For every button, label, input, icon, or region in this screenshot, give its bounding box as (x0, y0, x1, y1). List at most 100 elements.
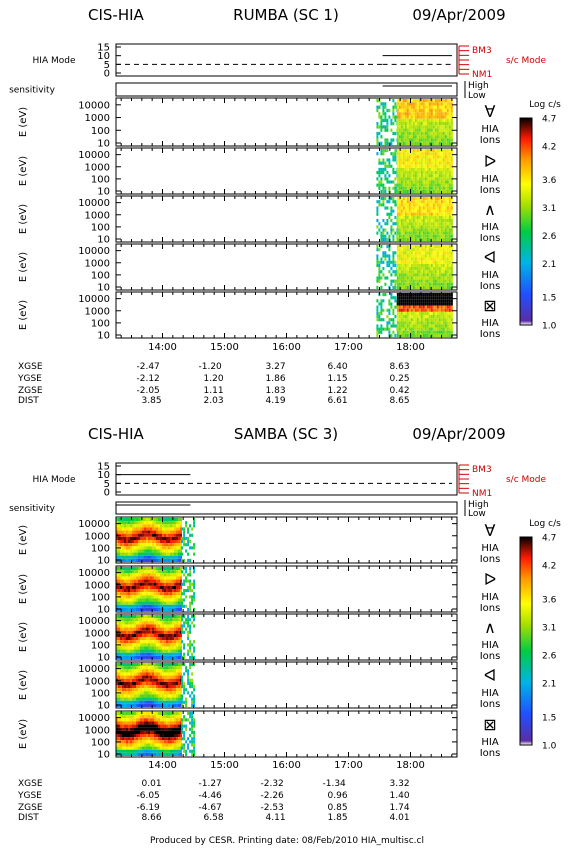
spectrogram-cell (152, 700, 154, 704)
spectrogram-cell (450, 115, 453, 119)
spectrogram-cell (402, 305, 405, 309)
spectrogram-cell (162, 576, 164, 580)
spectrogram-cell (414, 141, 417, 145)
spectrogram-cell (116, 518, 118, 522)
spectrogram-cell (172, 649, 174, 653)
spectrogram-cell (418, 257, 421, 261)
spectrogram-cell (150, 527, 152, 531)
spectrogram-cell (144, 640, 146, 644)
spectrogram-cell (416, 315, 419, 319)
spectrogram-cell (450, 152, 453, 156)
spectrogram-cell (162, 633, 164, 637)
spectrogram-cell (442, 122, 445, 126)
spectrogram-cell (128, 681, 130, 685)
spectrogram-cell (180, 576, 182, 580)
spectrogram-cell (450, 276, 453, 280)
spectrogram-cell (408, 200, 411, 204)
spectrogram-cell (396, 177, 399, 181)
spectrogram-cell (120, 633, 122, 637)
spectrogram-cell (178, 585, 180, 589)
spectrogram-cell (410, 209, 413, 213)
spectrogram-cell (144, 681, 146, 685)
spectrogram-cell (136, 585, 138, 589)
spectrogram-cell (380, 177, 383, 181)
spectrogram-cell (396, 135, 399, 139)
spectrogram-cell (376, 308, 379, 312)
spectrogram-cell (448, 245, 451, 249)
spectrogram-cell (446, 254, 449, 258)
spectrogram-cell (420, 152, 423, 156)
spectrogram-cell (122, 681, 124, 685)
spectrogram-cell (193, 592, 196, 596)
spectrogram-cell (428, 155, 431, 159)
spectrogram-cell (144, 527, 146, 531)
spectrogram-cell (396, 296, 399, 300)
spectrogram-cell (148, 691, 150, 695)
spectrogram-cell (144, 630, 146, 634)
spectrogram-cell (440, 276, 443, 280)
spectrogram-cell (158, 595, 160, 599)
spectrogram-cell (130, 589, 132, 593)
time-tick-label: 17:00 (334, 342, 363, 353)
spectrogram-cell (134, 685, 136, 689)
spectrogram-cell (448, 231, 451, 235)
spectrogram-cell (450, 228, 453, 232)
spectrogram-cell (410, 282, 413, 286)
spectrogram-cell (146, 675, 148, 679)
spectrogram-cell (138, 527, 140, 531)
spectrogram-cell (408, 189, 411, 193)
spectrogram-cell (178, 655, 180, 659)
spectrogram-cell (390, 164, 393, 168)
spectrogram-cell (440, 155, 443, 159)
spectrogram-cell (178, 540, 180, 544)
spectrogram-cell (382, 251, 385, 255)
spectrogram-cell (448, 141, 451, 145)
spectrogram-cell (440, 112, 443, 116)
spectrogram-cell (448, 276, 451, 280)
spectrogram-cell (436, 273, 439, 277)
spectrogram-cell (420, 112, 423, 116)
spectrogram-cell (432, 174, 435, 178)
spectrogram-cell (398, 279, 401, 283)
spectrogram-cell (156, 540, 158, 544)
spectrogram-cell (144, 558, 146, 562)
spectrogram-cell (158, 655, 160, 659)
spectrogram-cell (422, 189, 425, 193)
spectrogram-cell (406, 333, 409, 337)
spectrogram-cell (416, 330, 419, 334)
spectrogram-cell (174, 582, 176, 586)
spectrogram-cell (378, 167, 381, 171)
spectrogram-cell (426, 225, 429, 229)
spectrogram-cell (408, 149, 411, 153)
spectrogram-cell (392, 263, 395, 267)
spectrogram-cell (174, 558, 176, 562)
spectrogram-cell (420, 141, 423, 145)
spectrogram-cell (440, 161, 443, 165)
spectrogram-cell (150, 652, 152, 656)
spectrogram-cell (144, 549, 146, 553)
spectrogram-cell (428, 177, 431, 181)
spectrogram-cell (446, 186, 449, 190)
spectrogram-cell (193, 570, 196, 574)
spectrogram-cell (394, 158, 397, 162)
spectrogram-cell (400, 128, 403, 132)
spectrogram-cell (430, 161, 433, 165)
spectrogram-cell (386, 149, 389, 153)
spectrogram-cell (118, 663, 120, 667)
spectrogram-cell (120, 543, 122, 547)
spectrogram-cell (398, 131, 401, 136)
spectrogram-cell (424, 186, 427, 190)
spectrogram-cell (120, 621, 122, 625)
spectrogram-cell (164, 655, 166, 659)
spectrogram-cell (434, 267, 437, 271)
spectrogram-cell (440, 311, 443, 315)
spectrogram-cell (416, 251, 419, 255)
spectrogram-cell (120, 536, 122, 540)
spectrogram-cell (130, 552, 132, 556)
spectrogram-cell (376, 225, 379, 229)
spectrogram-cell (410, 234, 413, 238)
spectrogram-cell (130, 521, 132, 525)
spectrogram-cell (156, 633, 158, 637)
spectrogram-cell (396, 225, 399, 229)
